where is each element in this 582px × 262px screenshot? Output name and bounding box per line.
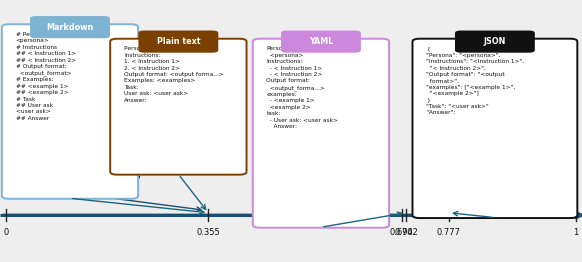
FancyBboxPatch shape: [139, 30, 218, 53]
Text: 0.702: 0.702: [395, 228, 418, 237]
Text: Persona
  <persona>
Instructions:
  - < Instruction 1>
  - < Instruction 2>
Outp: Persona <persona> Instructions: - < Inst…: [267, 46, 338, 129]
FancyBboxPatch shape: [110, 39, 247, 175]
Text: # Persona
<persona>
# Instructions
## < Instruction 1>
## < Instruction 2>
# Out: # Persona <persona> # Instructions ## < …: [16, 32, 76, 121]
FancyBboxPatch shape: [30, 16, 110, 38]
Text: Performance accuracy: Performance accuracy: [9, 174, 140, 184]
Text: 0.355: 0.355: [196, 228, 220, 237]
FancyBboxPatch shape: [455, 30, 535, 53]
FancyBboxPatch shape: [281, 30, 361, 53]
Text: YAML: YAML: [309, 37, 333, 46]
Text: 0.694: 0.694: [390, 228, 414, 237]
FancyBboxPatch shape: [2, 24, 138, 199]
Text: 0.777: 0.777: [437, 228, 461, 237]
Text: {
"Persona": "<persona>",
"Instructions": "<Instruction 1>",
  "< Instruction 2>: { "Persona": "<persona>", "Instructions"…: [426, 46, 524, 116]
FancyBboxPatch shape: [413, 39, 577, 218]
FancyBboxPatch shape: [253, 39, 389, 228]
Text: JSON: JSON: [484, 37, 506, 46]
Text: Markdown: Markdown: [47, 23, 94, 32]
Text: Plain text: Plain text: [157, 37, 200, 46]
Text: Persona: <persona>
Instructions:
1. < Instruction 1>
2. < Instruction 2>
Output : Persona: <persona> Instructions: 1. < In…: [124, 46, 223, 103]
Text: 1: 1: [573, 228, 579, 237]
Text: 0: 0: [3, 228, 9, 237]
